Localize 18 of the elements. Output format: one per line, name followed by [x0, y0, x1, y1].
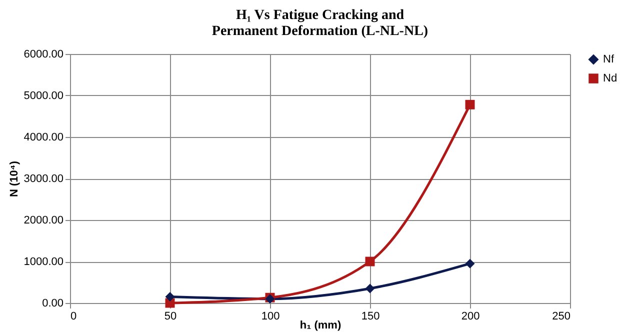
- y-tick-label: 6000.00: [24, 48, 64, 60]
- y-tick-label: 0.00: [42, 298, 64, 310]
- y-tick-label: 1000.00: [24, 256, 64, 268]
- x-tick-label: 50: [164, 310, 177, 322]
- legend-label: Nd: [603, 72, 618, 84]
- legend-label: Nf: [603, 54, 615, 66]
- y-tick-label: 5000.00: [24, 90, 64, 102]
- x-tick-label: 100: [261, 310, 280, 322]
- x-axis-title: h₁ (mm): [300, 320, 342, 332]
- x-tick-label: 150: [361, 310, 380, 322]
- y-axis-title: N (10⁴): [8, 160, 21, 198]
- x-tick-label: 200: [461, 310, 480, 322]
- y-tick-label: 4000.00: [24, 132, 64, 144]
- x-tick-label: 0: [70, 310, 77, 322]
- y-tick-label: 3000.00: [24, 173, 64, 185]
- x-tick-label: 250: [552, 310, 570, 322]
- chart-title: H₁ Vs Fatigue Cracking and Permanent Deformation (L-NL-NL): [212, 8, 428, 39]
- y-tick-label: 2000.00: [24, 214, 64, 226]
